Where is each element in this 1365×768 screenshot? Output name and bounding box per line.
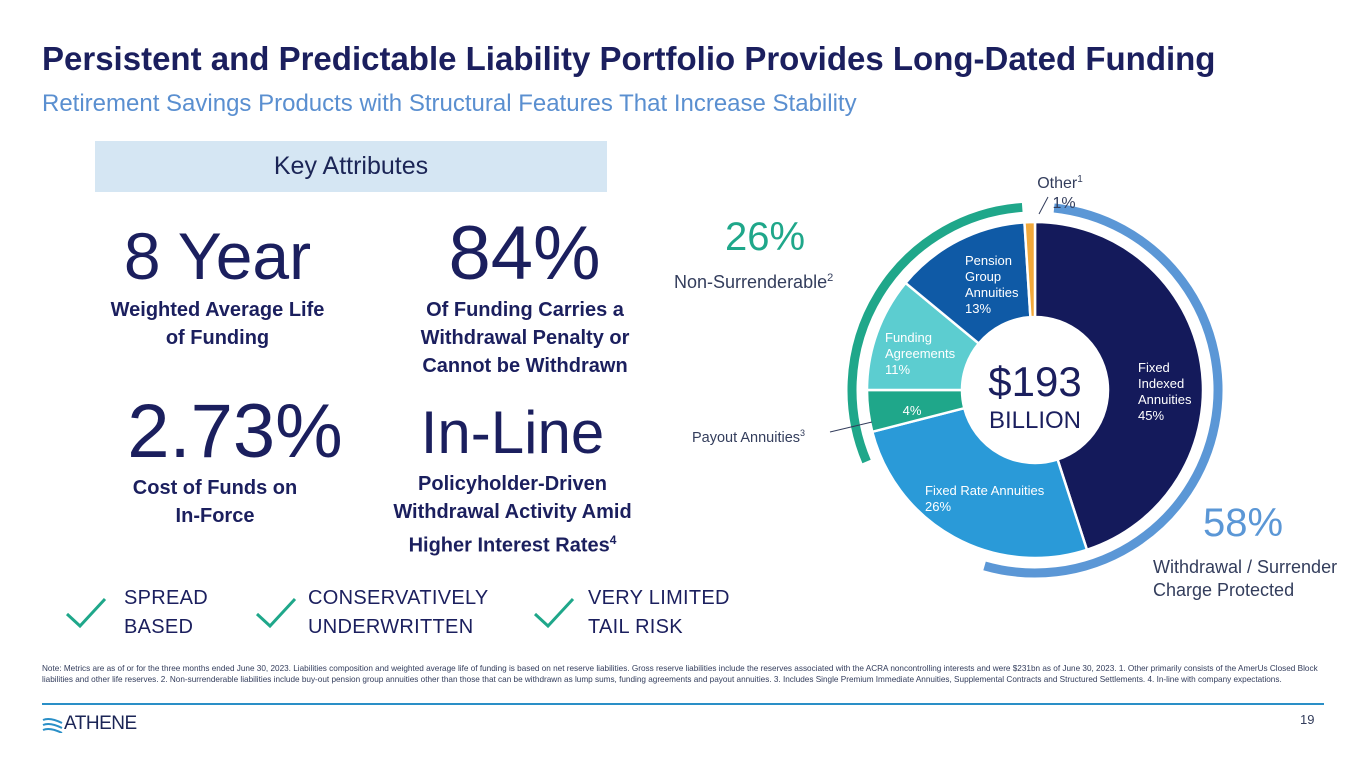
feature-conservatively-underwritten: CONSERVATIVELY UNDERWRITTEN	[308, 584, 489, 642]
non-surrenderable-pct: 26%	[725, 215, 805, 259]
stat-desc-line: Withdrawal Penalty or	[420, 327, 630, 349]
stat-desc-line: Cannot be Withdrawn	[422, 355, 628, 377]
check-icon	[533, 597, 575, 629]
check-icon	[65, 597, 107, 629]
stat-desc-line: Higher Interest Rates4	[365, 526, 660, 560]
other-callout-text: Other	[1037, 175, 1078, 192]
page-title: Persistent and Predictable Liability Por…	[42, 40, 1216, 77]
feature-line: CONSERVATIVELY	[308, 587, 489, 609]
stat-desc-text: Higher Interest Rates	[408, 534, 610, 557]
slice-label-line: 11%	[885, 362, 910, 377]
stat-desc-line: Withdrawal Activity Amid	[393, 501, 632, 523]
non-surrenderable-label: Non-Surrenderable2	[674, 272, 833, 292]
donut-slices	[865, 220, 1205, 560]
slice-label-line: Funding	[885, 330, 932, 345]
protected-label-line1: Withdrawal / Surrender	[1153, 557, 1337, 577]
other-callout-leader	[1038, 196, 1049, 215]
footer-divider	[42, 703, 1324, 705]
protected-label-line2: Charge Protected	[1153, 580, 1294, 600]
stat-desc-line: In-Force	[175, 505, 255, 527]
check-icon	[255, 597, 297, 629]
stat-weighted-life-desc: Weighted Average Life of Funding	[80, 296, 355, 352]
slice-label: Funding Agreements 11%	[885, 330, 956, 377]
stat-desc-line: Of Funding Carries a	[426, 299, 624, 321]
footnote-text: Note: Metrics are as of or for the three…	[42, 664, 1318, 684]
athene-logo-text: ATHENE	[64, 713, 137, 734]
slice-label-line: 4%	[903, 403, 922, 418]
liability-donut-chart: Fixed Indexed Annuities 45%Fixed Rate Annui…	[674, 174, 1337, 600]
slice-label-line: Pension	[965, 253, 1012, 268]
page-subtitle: Retirement Savings Products with Structu…	[42, 90, 857, 117]
protected-pct: 58%	[1203, 501, 1283, 545]
slice-label-line: 26%	[925, 499, 951, 514]
group-arcs	[847, 202, 1223, 578]
slice-label: Pension Group Annuities 13%	[965, 253, 1019, 316]
slice-label: Fixed Rate Annuities 26%	[925, 483, 1045, 514]
stat-cost-of-funds-desc: Cost of Funds on In-Force	[100, 474, 330, 530]
stat-penalty-value: 84%	[448, 211, 601, 296]
stat-weighted-life-value: 8 Year	[123, 219, 312, 293]
athene-logo-icon	[42, 717, 63, 734]
other-callout-pct: 1%	[1052, 195, 1075, 212]
stat-desc-line: Weighted Average Life	[110, 299, 325, 321]
slice-label-line: Fixed	[1138, 360, 1170, 375]
feature-line: TAIL RISK	[588, 616, 683, 638]
stat-desc-line: Cost of Funds on	[132, 477, 298, 499]
stat-inline-desc: Policyholder-Driven Withdrawal Activity …	[365, 470, 660, 560]
donut-slice	[1023, 220, 1037, 319]
stat-desc-line: of Funding	[165, 327, 270, 349]
non-surrenderable-text: Non-Surrenderable	[674, 272, 827, 292]
slice-label-line: Annuities	[1138, 392, 1192, 407]
payout-callout-text: Payout Annuities	[692, 430, 800, 446]
slice-label-line: Indexed	[1138, 376, 1184, 391]
other-callout-label: Other1	[1037, 174, 1083, 192]
footnote-marker: 3	[800, 428, 805, 438]
donut-slice	[870, 406, 1089, 560]
page-number: 19	[1300, 712, 1315, 727]
slice-label-line: Fixed Rate Annuities	[925, 483, 1045, 498]
footnote-marker: 4	[609, 533, 617, 547]
footnote-marker: 1	[1077, 174, 1083, 185]
feature-limited-tail-risk: VERY LIMITED TAIL RISK	[588, 584, 730, 642]
protected-group-arc	[983, 203, 1223, 578]
slice-label-line: Group	[965, 269, 1001, 284]
feature-line: UNDERWRITTEN	[308, 616, 474, 638]
slice-label: Fixed Indexed Annuities 45%	[1138, 360, 1192, 423]
non-surrenderable-group-arc	[847, 202, 1023, 464]
payout-callout-label: Payout Annuities3	[692, 428, 805, 446]
stat-penalty-desc: Of Funding Carries a Withdrawal Penalty …	[375, 296, 675, 380]
key-attributes-banner	[95, 141, 607, 192]
slice-label-line: Agreements	[885, 346, 956, 361]
feature-spread-based: SPREAD BASED	[124, 584, 208, 642]
feature-line: VERY LIMITED	[588, 587, 730, 609]
donut-slice	[1033, 220, 1205, 552]
slice-label-line: Annuities	[965, 285, 1019, 300]
center-total-unit: BILLION	[989, 407, 1081, 434]
payout-callout-leader	[829, 421, 873, 433]
stat-inline-value: In-Line	[420, 399, 605, 466]
slice-label: 4%	[903, 403, 922, 418]
key-attributes-label: Key Attributes	[273, 152, 429, 180]
stat-cost-of-funds-value: 2.73%	[127, 389, 343, 474]
slice-labels: Fixed Indexed Annuities 45%Fixed Rate Annui…	[885, 253, 1192, 514]
slice-label-line: 45%	[1138, 408, 1164, 423]
feature-line: SPREAD	[124, 587, 209, 609]
footnote-marker: 2	[827, 272, 833, 284]
center-total-value: $193	[988, 358, 1081, 405]
athene-logo: ATHENE	[42, 713, 137, 734]
feature-line: BASED	[124, 616, 194, 638]
slice-label-line: 13%	[965, 301, 991, 316]
stat-desc-line: Policyholder-Driven	[418, 473, 607, 495]
